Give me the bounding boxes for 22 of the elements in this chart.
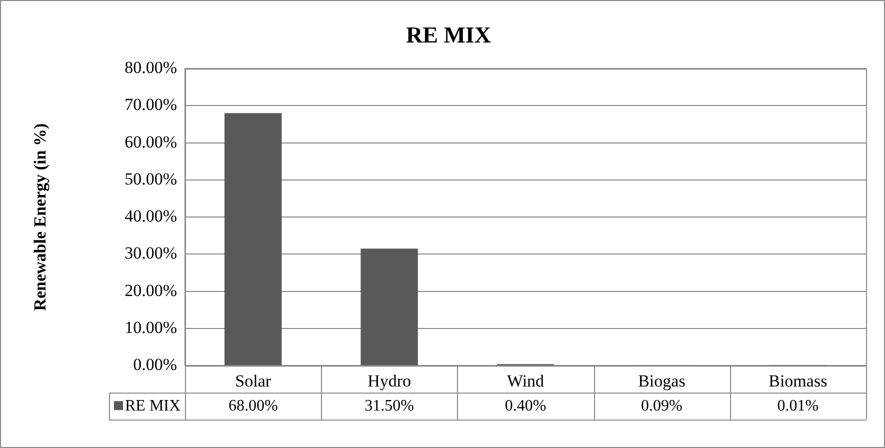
y-tick-label: 30.00% (124, 244, 177, 263)
x-tick-label: Hydro (368, 371, 412, 390)
y-tick-label: 50.00% (124, 169, 177, 188)
x-tick-label: Wind (506, 371, 545, 390)
data-label: 68.00% (228, 397, 278, 414)
data-label: 0.01% (777, 397, 819, 414)
y-tick-label: 40.00% (124, 206, 177, 226)
y-tick-label: 20.00% (124, 280, 177, 300)
x-tick-label: Biomass (768, 371, 828, 390)
x-tick-label: Solar (235, 371, 272, 390)
data-label: 0.09% (641, 397, 682, 414)
y-tick-label: 80.00% (124, 58, 177, 78)
data-label: 0.40% (504, 397, 546, 414)
y-axis-title: Renewable Energy (in %) (30, 123, 50, 311)
y-tick-label: 60.00% (124, 132, 177, 152)
y-tick-label: 70.00% (124, 95, 177, 114)
data-label: 31.50% (364, 397, 414, 414)
y-tick-label: 10.00% (124, 318, 177, 337)
legend-label: RE MIX (125, 397, 181, 414)
x-tick-label: Biogas (638, 371, 686, 390)
y-tick-label: 0.00% (133, 355, 177, 374)
chart-title: RE MIX (406, 22, 492, 48)
